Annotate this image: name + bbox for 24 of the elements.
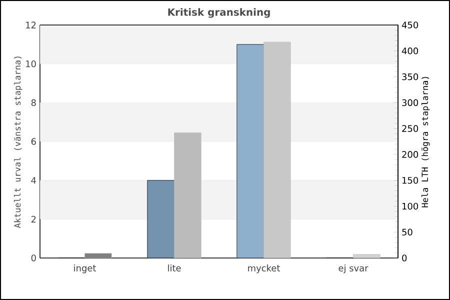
y2-tick-label: 400 [402, 47, 418, 54]
y2-tick-label: 350 [402, 73, 418, 80]
y2-tick-label: 200 [402, 151, 418, 158]
y-tick-label: 8 [31, 99, 36, 106]
y2-tick-label: 150 [402, 176, 418, 184]
y2-tick-label: 250 [402, 125, 418, 132]
y2-axis-title: Hela LTH (högra staplarna) [421, 76, 430, 208]
y-tick-label: 2 [31, 216, 36, 222]
y2-tick-label: 300 [402, 99, 418, 106]
y2-tick-label: 50 [402, 228, 412, 236]
y-tick-label: 4 [31, 177, 36, 184]
x-tick-label: ej svar [338, 264, 368, 274]
y-axis-title: Aktuellt urval (vänstra staplarna) [14, 56, 22, 228]
chart-title: Kritisk granskning [168, 8, 270, 18]
y-tick-label: 12 [26, 22, 36, 28]
y-tick-label: 0 [31, 254, 36, 262]
x-tick-label: inget [74, 264, 96, 274]
y2-tick-label: 100 [402, 202, 418, 210]
y-tick-label: 10 [26, 60, 36, 68]
x-tick-label: mycket [248, 264, 280, 274]
x-tick-label: lite [168, 264, 181, 272]
y-tick-label: 6 [31, 138, 36, 145]
y2-tick-label: 450 [402, 22, 418, 28]
y2-tick-label: 0 [402, 254, 407, 262]
